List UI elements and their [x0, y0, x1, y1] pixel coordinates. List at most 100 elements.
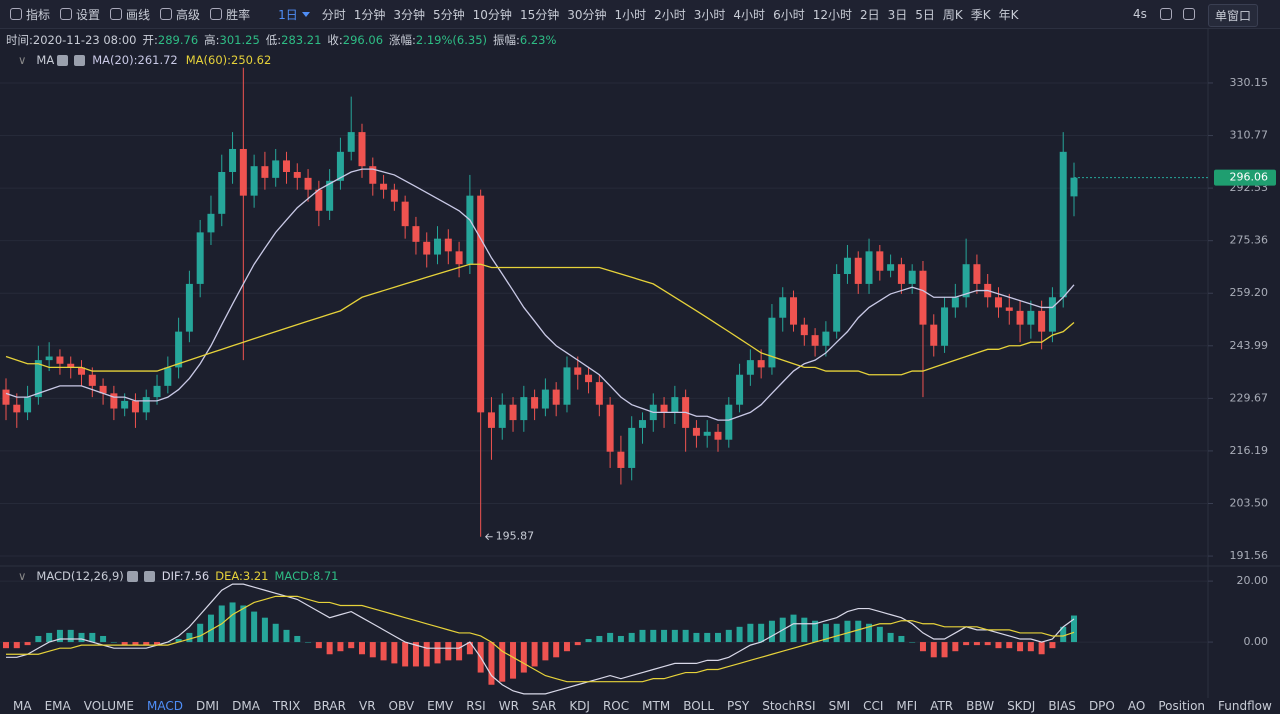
- timeframe[interactable]: 30分钟: [567, 7, 607, 22]
- indicator-tab[interactable]: MFI: [896, 699, 918, 713]
- indicator-tab[interactable]: OBV: [388, 699, 415, 713]
- candle-body: [2, 389, 10, 405]
- candle-body: [423, 241, 431, 255]
- macd-bar: [1006, 642, 1013, 649]
- timeframe[interactable]: 1小时: [614, 7, 647, 22]
- indicator-tab[interactable]: Position: [1158, 699, 1206, 713]
- timeframe[interactable]: 1日: [278, 7, 298, 22]
- candle-body: [692, 427, 700, 436]
- timeframe[interactable]: 年K: [998, 7, 1019, 22]
- macd-bar: [488, 642, 495, 685]
- candle-body: [606, 404, 614, 452]
- toolbar-item[interactable]: 画线: [110, 6, 150, 23]
- close-icon[interactable]: [74, 54, 86, 66]
- indicator-tab[interactable]: DMI: [195, 699, 220, 713]
- indicator-tab[interactable]: BIAS: [1048, 699, 1076, 713]
- candle-body: [703, 431, 711, 436]
- indicator-tab[interactable]: MA: [13, 699, 32, 713]
- candle-body: [88, 374, 96, 386]
- indicator-tab[interactable]: BRAR: [313, 699, 346, 713]
- settings-icon[interactable]: [126, 570, 138, 582]
- close-label: 收:: [327, 33, 343, 47]
- macd-bar: [229, 602, 236, 643]
- indicator-tab[interactable]: KDJ: [569, 699, 590, 713]
- timeframe[interactable]: 3日: [887, 7, 908, 22]
- indicator-tab[interactable]: SAR: [531, 699, 557, 713]
- timeframe[interactable]: 10分钟: [472, 7, 512, 22]
- timeframe[interactable]: 5分钟: [433, 7, 465, 22]
- indicator-tab[interactable]: RSI: [466, 699, 486, 713]
- toolbar-label: 指标: [26, 7, 51, 22]
- indicator-tab[interactable]: PSY: [727, 699, 750, 713]
- y-tick-label: 275.36: [1230, 234, 1269, 247]
- candle-body: [347, 132, 355, 152]
- window-select[interactable]: 单窗口: [1208, 4, 1259, 27]
- indicator-tab[interactable]: BBW: [966, 699, 995, 713]
- indicator-tab[interactable]: VR: [358, 699, 376, 713]
- timeframe[interactable]: 15分钟: [519, 7, 560, 22]
- candle-body: [466, 195, 474, 265]
- timeframe[interactable]: 1分钟: [353, 7, 386, 22]
- macd-bar: [855, 620, 862, 643]
- indicator-tab[interactable]: VOLUME: [83, 699, 134, 713]
- indicator-tab[interactable]: ATR: [930, 699, 954, 713]
- close-icon[interactable]: [143, 570, 155, 582]
- legend-value: 7.56: [183, 569, 210, 583]
- indicator-tab[interactable]: EMA: [44, 699, 71, 713]
- toolbar-item[interactable]: 指标: [10, 6, 50, 23]
- y-tick-label: 330.15: [1230, 76, 1269, 89]
- macd-bar: [1049, 642, 1056, 649]
- macd-bar: [919, 642, 926, 652]
- timeframe[interactable]: 2小时: [654, 7, 686, 22]
- indicator-tab[interactable]: AO: [1127, 699, 1146, 713]
- macd-bar: [801, 617, 808, 643]
- timeframe[interactable]: 季K: [970, 7, 991, 22]
- timeframe[interactable]: 周K: [942, 7, 963, 22]
- indicator-tab[interactable]: SMI: [828, 699, 851, 713]
- low-label: 低:: [265, 33, 282, 47]
- indicator-tab[interactable]: Fundflow: [1218, 699, 1272, 713]
- candle-body: [272, 160, 280, 178]
- refresh[interactable]: 4s: [1133, 7, 1147, 21]
- indicator-tab[interactable]: MTM: [642, 699, 671, 713]
- macd-bar: [305, 642, 312, 643]
- indicator-tab[interactable]: ROC: [602, 699, 630, 713]
- indicator-tab[interactable]: TRIX: [272, 699, 301, 713]
- indicator-tab[interactable]: StochRSI: [762, 699, 816, 713]
- timeframe[interactable]: 分时: [321, 7, 346, 22]
- legend-name: MA(60): [186, 53, 231, 67]
- popout-icon[interactable]: [1183, 8, 1195, 20]
- candle-body: [585, 374, 593, 383]
- toolbar-item[interactable]: 高级: [160, 6, 200, 23]
- toolbar-item[interactable]: 设置: [60, 6, 100, 23]
- timeframe[interactable]: 6小时: [773, 7, 805, 22]
- indicator-tab[interactable]: MACD: [146, 699, 183, 713]
- candle-body: [315, 189, 323, 211]
- toolbar-icon: [10, 8, 22, 20]
- macd-bar: [391, 642, 398, 664]
- indicator-tab[interactable]: CCI: [863, 699, 884, 713]
- macd-bar: [747, 623, 754, 643]
- indicator-tab[interactable]: DPO: [1088, 699, 1115, 713]
- indicator-tab[interactable]: SKDJ: [1007, 699, 1036, 713]
- macd-bar: [585, 639, 592, 643]
- timeframe[interactable]: 12小时: [812, 7, 852, 22]
- timeframe[interactable]: 5日: [915, 7, 935, 22]
- candle-body: [99, 385, 107, 394]
- indicator-tab[interactable]: WR: [498, 699, 519, 713]
- macd-bar: [866, 623, 873, 643]
- candle-body: [800, 324, 808, 336]
- settings-icon[interactable]: [57, 54, 69, 66]
- timeframe[interactable]: 3分钟: [393, 7, 426, 22]
- timeframe[interactable]: 2日: [859, 7, 880, 22]
- fullscreen-icon[interactable]: [1160, 8, 1172, 20]
- timeframe[interactable]: 3小时: [693, 7, 726, 22]
- indicator-tab[interactable]: EMV: [427, 699, 454, 713]
- macd-bar: [542, 642, 549, 661]
- collapse-icon[interactable]: ∨: [18, 569, 27, 583]
- toolbar-item[interactable]: 胜率: [210, 6, 250, 23]
- timeframe[interactable]: 4小时: [733, 7, 766, 22]
- indicator-tab[interactable]: BOLL: [683, 699, 715, 713]
- collapse-icon[interactable]: ∨: [18, 53, 27, 67]
- indicator-tab[interactable]: DMA: [232, 699, 260, 713]
